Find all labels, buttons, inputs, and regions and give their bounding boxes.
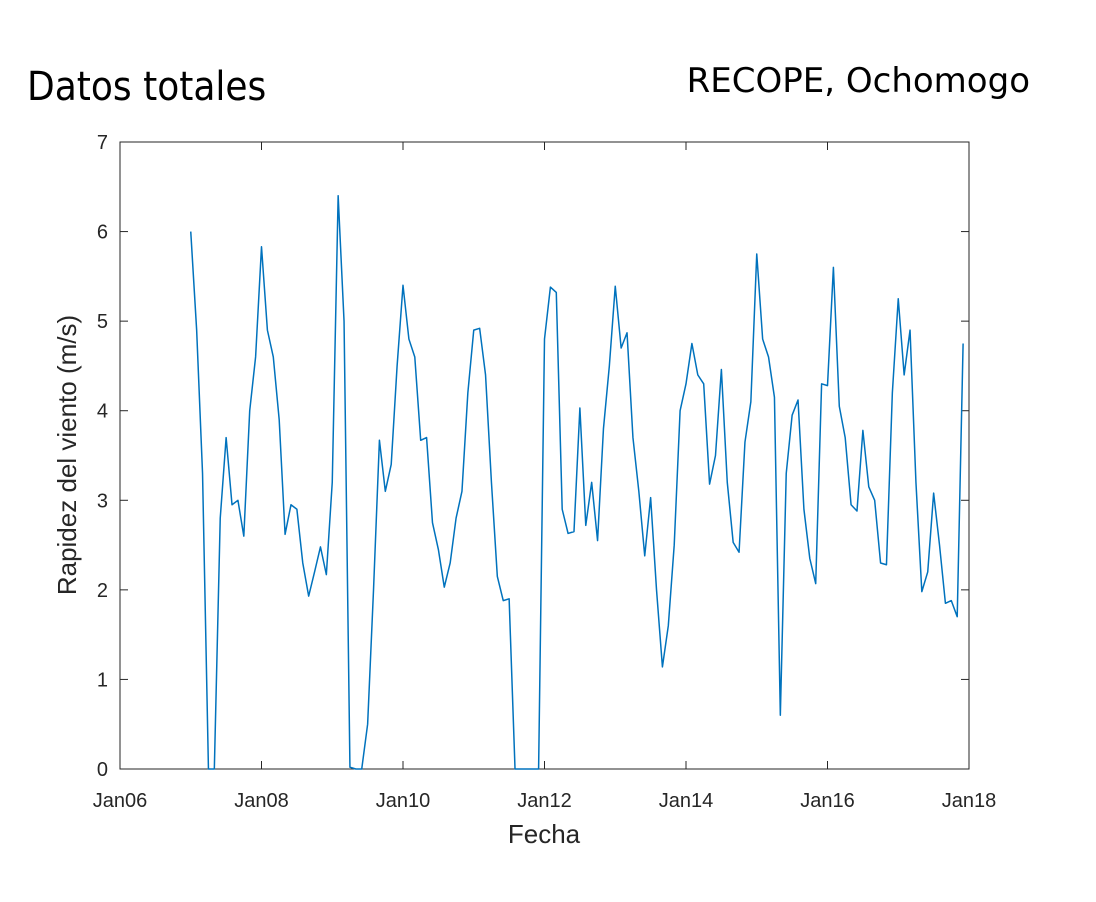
x-tick-label: Jan18: [942, 790, 997, 812]
y-tick-label: 6: [97, 222, 108, 244]
data-line: [190, 194, 964, 770]
x-tick-label: Jan10: [376, 790, 431, 812]
x-tick-label: Jan06: [93, 790, 148, 812]
x-axis-label: Fecha: [508, 819, 581, 849]
chart-subtitle: RECOPE, Ochomogo: [687, 61, 1030, 101]
y-tick-label: 5: [97, 311, 108, 333]
x-tick-label: Jan14: [659, 790, 714, 812]
y-tick-label: 3: [97, 490, 108, 512]
y-tick-label: 4: [97, 401, 108, 423]
x-tick-label: Jan16: [800, 790, 855, 812]
x-tick-label: Jan08: [234, 790, 289, 812]
y-tick-label: 0: [97, 759, 108, 781]
y-tick-label: 2: [97, 580, 108, 602]
chart-title: Datos totales: [27, 63, 266, 109]
y-tick-label: 7: [97, 132, 108, 154]
x-tick-label: Jan12: [517, 790, 572, 812]
y-axis-label: Rapidez del viento (m/s): [52, 315, 82, 595]
y-tick-label: 1: [97, 669, 108, 691]
